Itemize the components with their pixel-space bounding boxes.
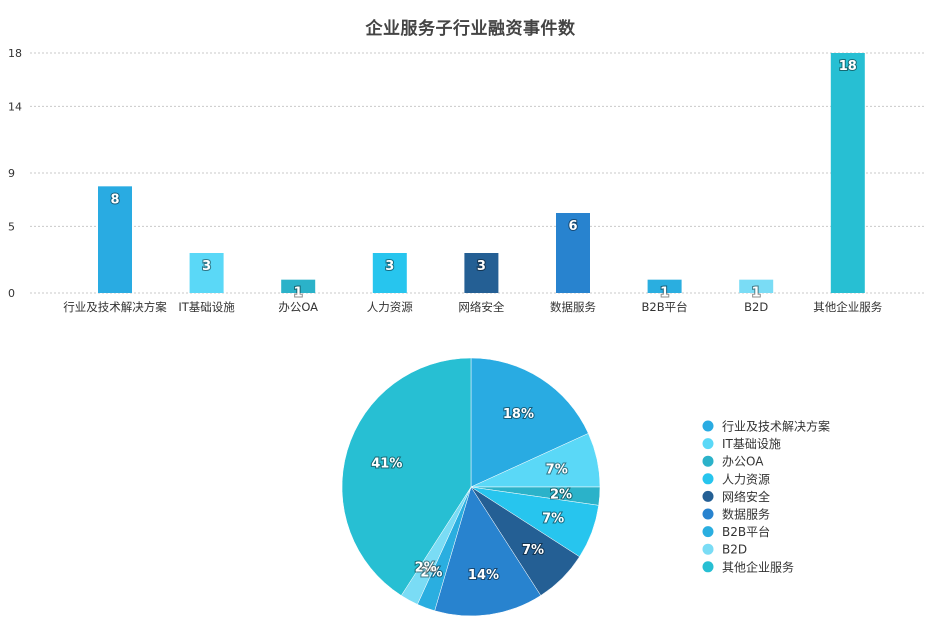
- legend-swatch: [702, 490, 714, 502]
- legend-label: 人力资源: [722, 472, 770, 486]
- bar-value-label: 1: [752, 286, 761, 301]
- bar-series: [98, 53, 865, 293]
- pie-percent-label: 7%: [546, 462, 568, 477]
- legend-item[interactable]: B2B平台: [702, 524, 771, 539]
- legend-label: 数据服务: [722, 507, 770, 522]
- pie-percent-label: 41%: [371, 456, 402, 471]
- legend-label: 办公OA: [722, 454, 764, 469]
- pie-slice-9: [341, 357, 472, 596]
- bar-value-label: 3: [385, 259, 394, 274]
- legend-item[interactable]: 数据服务: [702, 507, 771, 522]
- bar-8: [739, 279, 774, 293]
- legend-swatch: [702, 543, 714, 555]
- legend-item[interactable]: 行业及技术解决方案: [702, 419, 831, 434]
- legend-swatch: [702, 420, 714, 432]
- legend-swatch: [702, 473, 714, 485]
- y-tick-label: 0: [8, 287, 15, 300]
- legend-item[interactable]: B2D: [702, 543, 748, 557]
- pie-percent-label: 14%: [468, 568, 499, 583]
- legend-item[interactable]: 人力资源: [702, 472, 771, 486]
- x-tick-label: 其他企业服务: [813, 300, 882, 314]
- pie-percent-label: 7%: [542, 512, 564, 527]
- x-tick-label: IT基础设施: [178, 300, 235, 314]
- legend-item[interactable]: 网络安全: [702, 489, 771, 504]
- bar-5: [464, 253, 499, 293]
- x-tick-label: 办公OA: [278, 300, 318, 314]
- bar-value-label: 1: [660, 286, 669, 301]
- pie-slice-6: [434, 486, 542, 617]
- legend-item[interactable]: IT基础设施: [702, 437, 781, 451]
- chart-title: 企业服务子行业融资事件数: [365, 19, 576, 39]
- legend-swatch: [702, 438, 714, 450]
- x-tick-label: 人力资源: [367, 300, 413, 314]
- x-tick-label: 数据服务: [550, 300, 596, 314]
- pie-percent-label: 18%: [503, 407, 534, 422]
- legend-swatch: [702, 508, 714, 520]
- bar-x-axis: 行业及技术解决方案 IT基础设施 办公OA 人力资源 网络安全 数据服务 B2B平台 B2D 其…: [63, 300, 883, 314]
- legend-item[interactable]: 办公OA: [702, 454, 765, 469]
- bar-4: [372, 253, 407, 293]
- legend-label: 网络安全: [722, 489, 770, 504]
- bar-value-labels: 8 3 1 3 3 6 1 1 18: [109, 58, 857, 302]
- legend-label: B2D: [722, 543, 747, 557]
- bar-y-axis: 0 5 9 14 18: [8, 47, 22, 300]
- bar-value-label: 18: [839, 59, 857, 74]
- x-tick-label: B2D: [744, 300, 768, 314]
- legend-label: 行业及技术解决方案: [722, 419, 830, 434]
- legend-item[interactable]: 其他企业服务: [702, 559, 795, 574]
- bar-gridlines: [30, 52, 925, 294]
- y-tick-label: 5: [8, 220, 15, 233]
- bar-1: [98, 186, 132, 293]
- legend-swatch: [702, 561, 714, 573]
- legend-swatch: [702, 455, 714, 467]
- bar-value-label: 3: [202, 259, 211, 274]
- legend-swatch: [702, 526, 714, 538]
- x-tick-label: 行业及技术解决方案: [63, 300, 167, 314]
- pie-percent-label: 2%: [420, 566, 442, 581]
- legend-label: 其他企业服务: [722, 559, 794, 574]
- bar-value-label: 3: [477, 259, 486, 274]
- pie-percent-label: 7%: [522, 543, 544, 558]
- pie-percent-label: 2%: [550, 487, 572, 502]
- bar-value-label: 1: [294, 286, 303, 301]
- pie-series: [341, 357, 601, 617]
- bar-value-label: 8: [110, 192, 119, 207]
- bar-2: [189, 253, 224, 293]
- bar-value-label: 6: [568, 219, 577, 234]
- y-tick-label: 18: [8, 47, 22, 60]
- bar-9: [830, 53, 865, 293]
- bar-3: [281, 279, 316, 293]
- y-tick-label: 9: [8, 167, 15, 180]
- y-tick-label: 14: [8, 100, 22, 113]
- x-tick-label: B2B平台: [642, 300, 688, 314]
- pie-slice-1: [470, 357, 589, 488]
- pie-percent-label: 2%: [415, 560, 437, 575]
- legend-label: B2B平台: [722, 524, 770, 539]
- bar-7: [647, 279, 682, 293]
- x-tick-label: 网络安全: [458, 300, 504, 314]
- bar-6: [556, 213, 590, 293]
- legend-label: IT基础设施: [722, 437, 781, 451]
- pie-percent-labels: 18%7%2%7%7%14%2%2%41%: [370, 406, 573, 584]
